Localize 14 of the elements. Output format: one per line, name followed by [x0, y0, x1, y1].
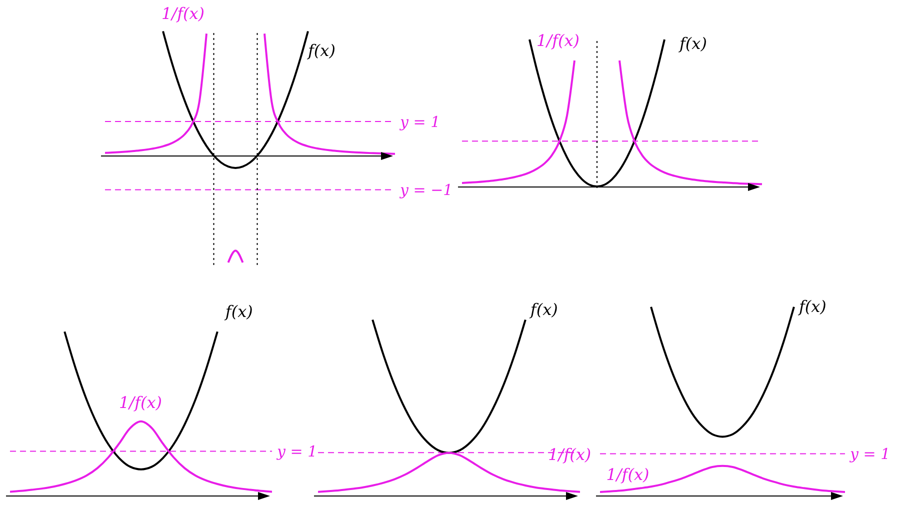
series-label: f(x) [308, 41, 336, 62]
series-label: f(x) [680, 34, 707, 54]
series-label: f(x) [530, 300, 558, 320]
text: y = −1 [399, 181, 453, 200]
series-label: 1/f(x) [536, 30, 580, 50]
text: y = 1 [849, 445, 890, 464]
series-label: 1/f(x) [606, 465, 650, 486]
series-label: 1/f(x) [119, 393, 162, 414]
text: y = 1 [399, 112, 440, 131]
annotation: y = 1 [276, 442, 318, 461]
series-label: f(x) [798, 296, 826, 317]
series-label: f(x) [225, 302, 253, 322]
series-label: 1/f(x) [162, 4, 204, 24]
series-label: 1/f(x) [548, 445, 592, 466]
